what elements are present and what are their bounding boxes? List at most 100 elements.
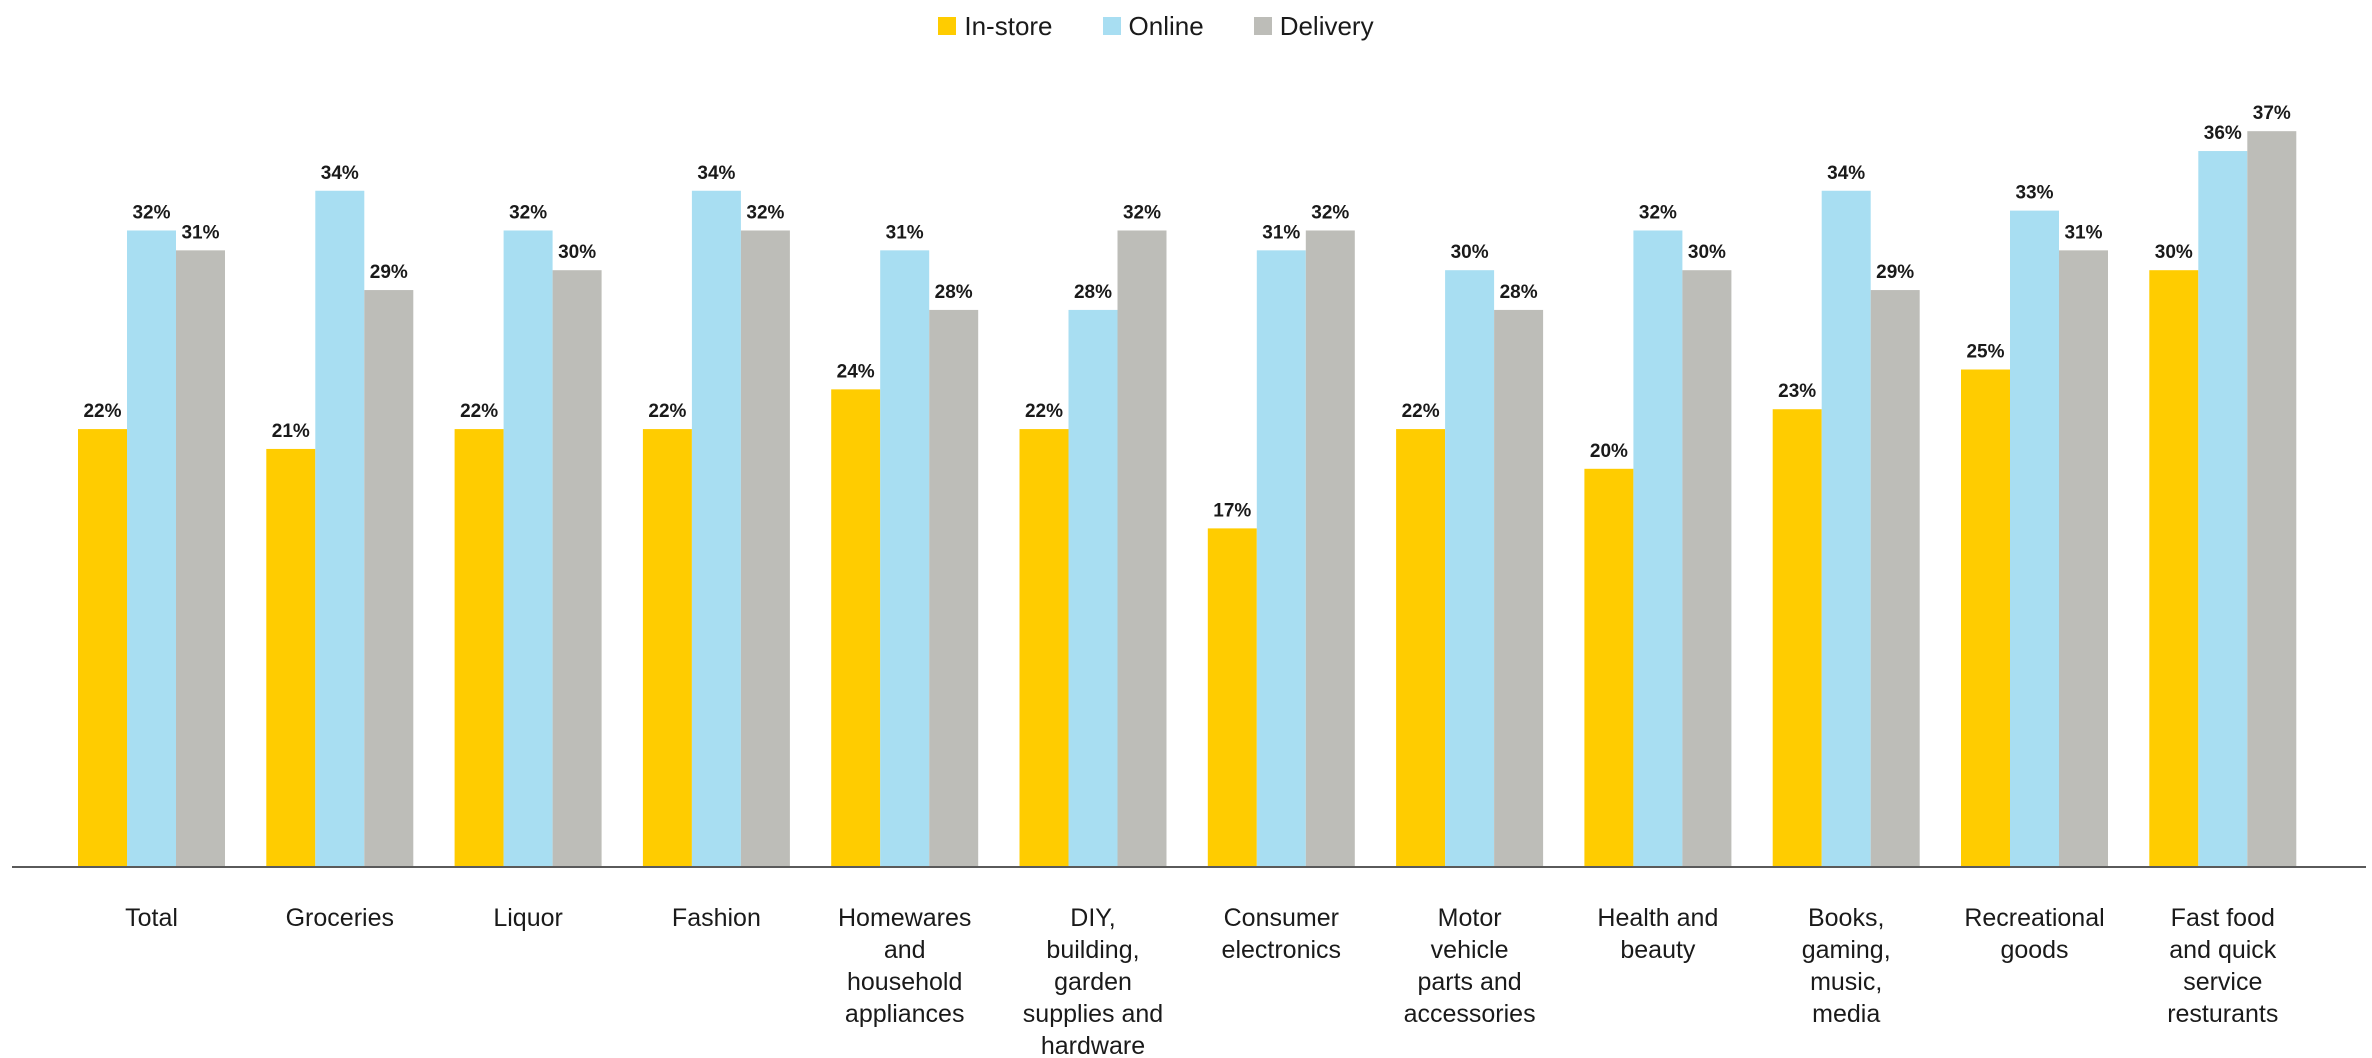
category-label: DIY, <box>1070 904 1115 932</box>
bar-delivery <box>929 309 979 866</box>
category-group: 23% 34% 29% Books, gaming, music, media <box>1772 163 1920 1028</box>
bar-online <box>1633 230 1683 867</box>
legend-item-online: Online <box>1102 10 1204 42</box>
bar-delivery <box>1870 290 1920 866</box>
data-label: 36% <box>2204 123 2242 144</box>
data-label: 34% <box>1827 163 1865 184</box>
category-label: service <box>2183 968 2262 996</box>
category-label: Total <box>125 904 178 932</box>
legend-swatch <box>1253 17 1272 35</box>
data-label: 29% <box>1876 262 1914 283</box>
category-group: 30% 36% 37% Fast food and quick service restur… <box>2149 103 2297 1028</box>
data-label: 22% <box>1025 401 1063 422</box>
category-label: Homewares <box>838 904 971 932</box>
bar-online <box>691 190 741 866</box>
data-label: 31% <box>181 222 219 243</box>
category-label: Consumer <box>1224 904 1339 932</box>
data-label: 22% <box>460 401 498 422</box>
category-label: vehicle <box>1431 936 1509 964</box>
data-label: 32% <box>1639 202 1677 223</box>
legend-swatch <box>1102 17 1121 35</box>
category-label: parts and <box>1417 968 1521 996</box>
data-label: 31% <box>1262 222 1300 243</box>
legend-item-in-store: In-store <box>938 10 1053 42</box>
category-group: 20% 32% 30% Health and beauty <box>1584 202 1732 964</box>
category-label: media <box>1812 1000 1880 1028</box>
data-label: 32% <box>509 202 547 223</box>
data-label: 29% <box>370 262 408 283</box>
category-label: music, <box>1810 968 1882 996</box>
category-group: 22% 30% 28% Motor vehicle parts and accessorie… <box>1396 242 1544 1028</box>
legend-swatch <box>938 17 957 35</box>
bar-delivery <box>364 290 414 866</box>
category-group: 22% 28% 32% DIY, building, garden supplies and… <box>1019 202 1167 1058</box>
category-group: 24% 31% 28% Homewares and household appliances <box>831 222 979 1028</box>
data-label: 25% <box>1966 342 2004 363</box>
data-label: 32% <box>746 202 784 223</box>
bar-in-store <box>642 429 692 866</box>
bar-delivery <box>176 250 225 867</box>
bar-delivery <box>1305 230 1355 867</box>
bar-online <box>1068 309 1118 866</box>
data-label: 31% <box>2064 222 2102 243</box>
category-label: Fashion <box>672 904 761 932</box>
bar-in-store <box>831 389 881 866</box>
bar-in-store <box>78 429 127 866</box>
data-label: 22% <box>648 401 686 422</box>
category-group: 22% 34% 32% Fashion <box>642 163 790 932</box>
data-label: 30% <box>1688 242 1726 263</box>
data-label: 21% <box>272 421 310 442</box>
data-label: 28% <box>935 282 973 303</box>
data-label: 23% <box>1778 381 1816 402</box>
bar-in-store <box>1396 429 1446 866</box>
bar-online <box>127 230 176 867</box>
legend-label: Online <box>1128 10 1204 41</box>
data-label: 37% <box>2253 103 2291 124</box>
category-label: electronics <box>1222 936 1342 964</box>
category-label: gaming, <box>1802 936 1891 964</box>
legend-label: In-store <box>964 10 1053 41</box>
category-label: supplies and <box>1023 1000 1163 1028</box>
category-label: appliances <box>845 1000 965 1028</box>
data-label: 31% <box>886 222 924 243</box>
bar-delivery <box>2247 131 2297 866</box>
data-label: 17% <box>1213 500 1251 521</box>
data-label: 30% <box>558 242 596 263</box>
category-group: 22% 32% 30% Liquor <box>454 202 602 932</box>
bar-online <box>2198 151 2248 867</box>
bar-delivery <box>1682 270 1732 866</box>
category-label: Fast food <box>2171 904 2275 932</box>
data-label: 28% <box>1500 282 1538 303</box>
data-label: 33% <box>2015 183 2053 204</box>
bar-delivery <box>1117 230 1167 867</box>
data-label: 32% <box>1123 202 1161 223</box>
category-label: and quick <box>2169 936 2277 964</box>
category-group: 21% 34% 29% Groceries <box>266 163 414 932</box>
bar-in-store <box>1207 528 1257 866</box>
category-label: Motor <box>1438 904 1502 932</box>
category-label: Liquor <box>493 904 563 932</box>
bar-in-store <box>2149 270 2199 866</box>
category-group: 25% 33% 31% Recreational goods <box>1961 183 2108 964</box>
category-label: building, <box>1046 936 1139 964</box>
bar-online <box>1445 270 1495 866</box>
category-label: Health and <box>1597 904 1718 932</box>
legend-label: Delivery <box>1279 10 1374 41</box>
data-label: 22% <box>1402 401 1440 422</box>
data-label: 34% <box>321 163 359 184</box>
category-label: and <box>884 936 926 964</box>
chart-legend: In-store Online Delivery <box>0 6 2342 46</box>
category-group: 22% 32% 31% Total <box>78 202 225 932</box>
data-label: 32% <box>132 202 170 223</box>
data-label: 32% <box>1311 202 1349 223</box>
bar-delivery <box>1494 309 1544 866</box>
bar-online <box>880 250 930 867</box>
data-label: 24% <box>837 361 875 382</box>
bar-in-store <box>266 448 316 866</box>
category-label: Books, <box>1808 904 1884 932</box>
bar-online <box>315 190 365 866</box>
category-label: goods <box>2000 936 2068 964</box>
category-label: beauty <box>1620 936 1696 964</box>
data-label: 22% <box>83 401 121 422</box>
bar-in-store <box>454 429 504 866</box>
